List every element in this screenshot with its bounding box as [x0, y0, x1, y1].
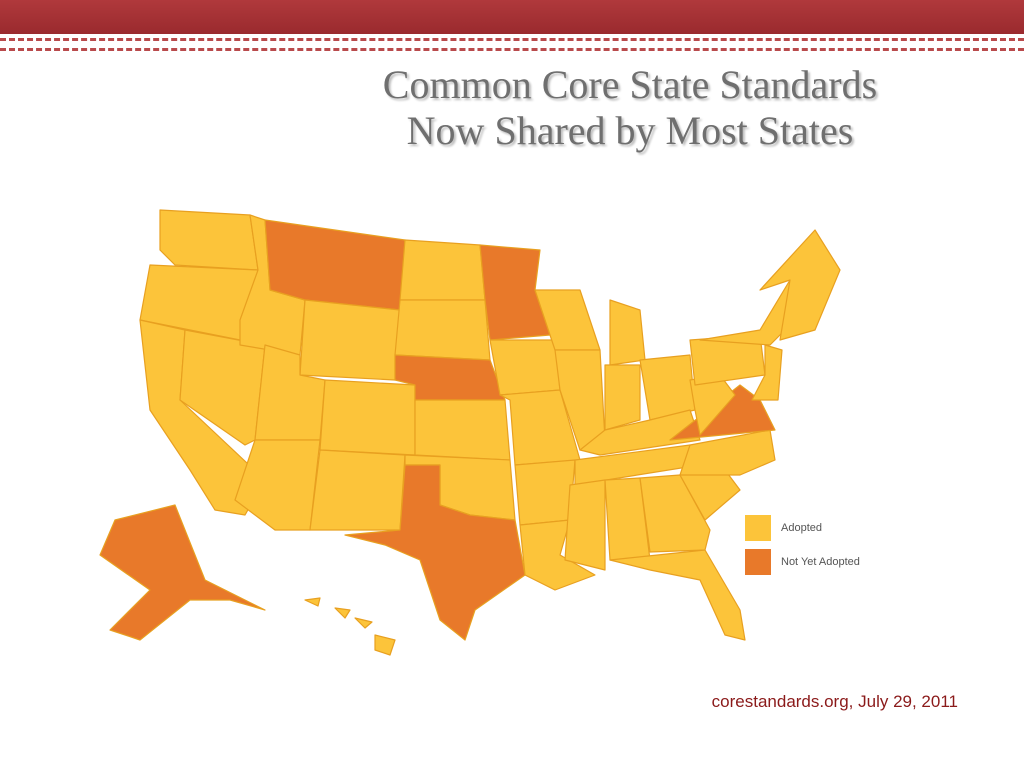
state: [299, 299, 401, 381]
legend-label: Not Yet Adopted: [781, 556, 860, 568]
state: [394, 299, 491, 361]
state: [489, 339, 561, 396]
state: [609, 299, 646, 366]
state: [751, 344, 783, 401]
state: [579, 409, 701, 456]
legend-label: Adopted: [781, 522, 822, 534]
source: corestandards.org, July 29, 2011: [711, 692, 958, 711]
state: [354, 617, 373, 629]
state: [414, 399, 511, 461]
title-line: Now Shared by Most States: [406, 108, 854, 153]
title: Common Core State Standards Now Shared b…: [230, 62, 1024, 154]
legend-swatch: [745, 515, 771, 541]
state: [304, 597, 321, 607]
state: [159, 209, 259, 271]
state: [609, 549, 746, 641]
state: [334, 607, 351, 619]
legend-swatch: [745, 549, 771, 575]
stitch: [0, 48, 1024, 51]
state: [564, 479, 606, 571]
state: [319, 379, 416, 456]
state: [344, 464, 526, 641]
state: [604, 364, 641, 431]
state: [99, 504, 266, 641]
state: [374, 634, 396, 656]
state: [639, 474, 711, 553]
state: [679, 429, 776, 476]
state: [399, 239, 486, 301]
state: [309, 449, 406, 531]
state: [234, 439, 321, 531]
stitch: [0, 38, 1024, 41]
banner: [0, 0, 1024, 34]
states: [99, 209, 841, 656]
state: [514, 459, 576, 526]
state: [759, 229, 841, 341]
title-line: Common Core State Standards: [382, 62, 878, 107]
